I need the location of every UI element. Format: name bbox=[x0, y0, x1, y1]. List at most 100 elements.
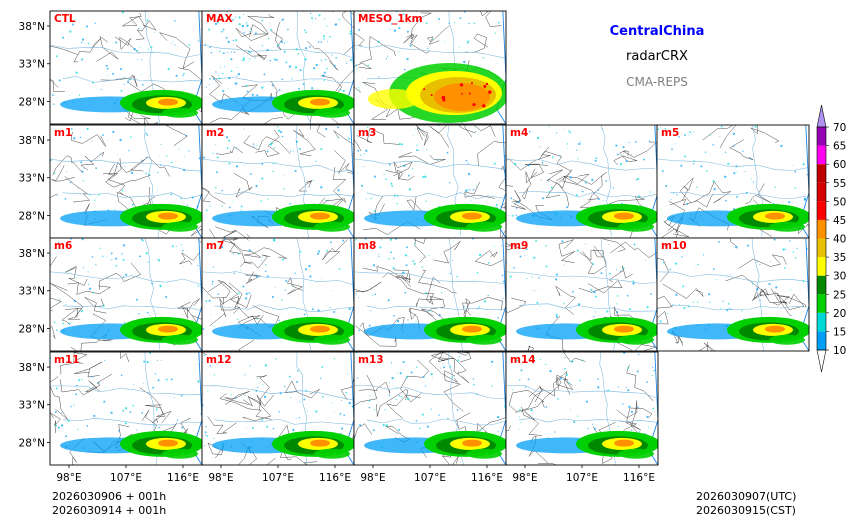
y-tick-label: 38°N bbox=[19, 248, 45, 260]
y-tick-label: 38°N bbox=[19, 362, 45, 374]
coastline bbox=[799, 238, 809, 351]
radar-echo bbox=[53, 238, 202, 345]
coastline bbox=[344, 238, 354, 351]
radar-echo bbox=[509, 352, 658, 459]
colorbar-segment bbox=[817, 219, 826, 239]
coastline bbox=[344, 11, 354, 124]
radar-echo bbox=[202, 126, 354, 232]
panel-m14: m14 bbox=[505, 351, 659, 466]
radar-echo bbox=[52, 11, 202, 118]
panel-label: m5 bbox=[661, 127, 679, 139]
radar-echo bbox=[355, 238, 506, 345]
x-tick-label: 116°E bbox=[319, 472, 351, 484]
panel-frame bbox=[353, 10, 507, 125]
y-tick-label: 28°N bbox=[19, 96, 45, 108]
region-title: CentralChina bbox=[609, 24, 705, 39]
colorbar-segment bbox=[817, 331, 826, 350]
colorbar-segment bbox=[817, 257, 826, 276]
x-tick-label: 116°E bbox=[471, 472, 503, 484]
x-tick-label: 98°E bbox=[208, 472, 233, 484]
panel-m1: m1 bbox=[49, 124, 203, 239]
colorbar-segment bbox=[817, 164, 826, 183]
init-time-utc: 2026030906 + 001h bbox=[52, 490, 167, 503]
panel-max: MAX bbox=[201, 10, 355, 125]
colorbar-extend-max bbox=[816, 104, 827, 128]
coastline bbox=[344, 352, 354, 465]
province-boundaries bbox=[354, 125, 506, 238]
colorbar-segment bbox=[817, 201, 826, 220]
colorbar-segment bbox=[817, 127, 826, 146]
colorbar-tick-label: 25 bbox=[833, 289, 846, 301]
panel-m3: m3 bbox=[353, 124, 507, 239]
panel-m6: m6 bbox=[49, 237, 203, 352]
coastline bbox=[192, 11, 202, 124]
coastline bbox=[192, 352, 202, 465]
colorbar-tick-label: 50 bbox=[833, 196, 846, 208]
colorbar-tick-label: 40 bbox=[833, 234, 846, 246]
coastline bbox=[648, 238, 658, 351]
colorbar-segment bbox=[817, 238, 826, 258]
y-tick-label: 33°N bbox=[19, 400, 45, 412]
panel-label: m3 bbox=[358, 127, 376, 139]
panel-m9: m9 bbox=[505, 237, 659, 352]
colorbar-segment bbox=[817, 275, 826, 295]
colorbar-segment bbox=[817, 294, 826, 313]
panel-meso-1km: MESO_1km bbox=[353, 10, 507, 125]
province-boundaries bbox=[506, 141, 658, 238]
panel-label: m2 bbox=[206, 127, 224, 139]
y-tick-label: 33°N bbox=[19, 286, 45, 298]
panel-label: m13 bbox=[358, 354, 384, 366]
colorbar-tick-label: 60 bbox=[833, 159, 846, 171]
panel-label: CTL bbox=[54, 13, 76, 25]
panel-label: m6 bbox=[54, 240, 72, 252]
radar-echo bbox=[657, 125, 809, 232]
panel-label: m11 bbox=[54, 354, 80, 366]
panel-m13: m13 bbox=[353, 351, 507, 466]
init-time-cst: 2026030914 + 001h bbox=[52, 504, 167, 517]
panel-label: m9 bbox=[510, 240, 528, 252]
panel-label: m12 bbox=[206, 354, 232, 366]
panel-label: MESO_1km bbox=[358, 13, 423, 25]
colorbar-extend-min bbox=[816, 349, 827, 373]
x-tick-label: 116°E bbox=[623, 472, 655, 484]
colorbar-tick-label: 30 bbox=[833, 271, 846, 283]
radar-echo bbox=[50, 352, 202, 459]
valid-time-utc: 2026030907(UTC) bbox=[696, 490, 797, 503]
coastline bbox=[496, 238, 506, 351]
panel-label: MAX bbox=[206, 13, 233, 25]
panel-m5: m5 bbox=[656, 124, 810, 239]
panel-label: m1 bbox=[54, 127, 72, 139]
x-tick-label: 116°E bbox=[167, 472, 199, 484]
y-tick-label: 28°N bbox=[19, 437, 45, 449]
colorbar-segment bbox=[817, 145, 826, 165]
x-tick-label: 98°E bbox=[56, 472, 81, 484]
panel-label: m7 bbox=[206, 240, 224, 252]
province-boundaries bbox=[202, 238, 348, 351]
x-tick-label: 107°E bbox=[262, 472, 294, 484]
radar-echo bbox=[50, 127, 202, 232]
radar-echo bbox=[356, 352, 506, 459]
coastline bbox=[192, 238, 202, 351]
y-tick-label: 33°N bbox=[19, 173, 45, 185]
radar-echo bbox=[506, 240, 658, 345]
colorbar-tick-label: 35 bbox=[833, 252, 846, 264]
coastline bbox=[344, 125, 354, 238]
panel-label: m8 bbox=[358, 240, 376, 252]
system-title: CMA-REPS bbox=[626, 75, 688, 89]
radar-echo bbox=[202, 238, 354, 345]
y-tick-label: 38°N bbox=[19, 21, 45, 33]
panel-label: m4 bbox=[510, 127, 528, 139]
panel-ctl: CTL bbox=[49, 10, 203, 125]
y-tick-label: 28°N bbox=[19, 210, 45, 222]
panel-m4: m4 bbox=[505, 124, 659, 239]
panel-m7: m7 bbox=[201, 237, 355, 352]
colorbar-tick-label: 55 bbox=[833, 178, 846, 190]
y-tick-label: 38°N bbox=[19, 135, 45, 147]
panel-m10: m10 bbox=[656, 237, 810, 352]
coastline bbox=[648, 125, 658, 238]
x-tick-label: 107°E bbox=[110, 472, 142, 484]
colorbar-segment bbox=[817, 182, 826, 202]
valid-time-cst: 2026030915(CST) bbox=[696, 504, 796, 517]
panel-label: m14 bbox=[510, 354, 536, 366]
coastline bbox=[799, 125, 809, 238]
